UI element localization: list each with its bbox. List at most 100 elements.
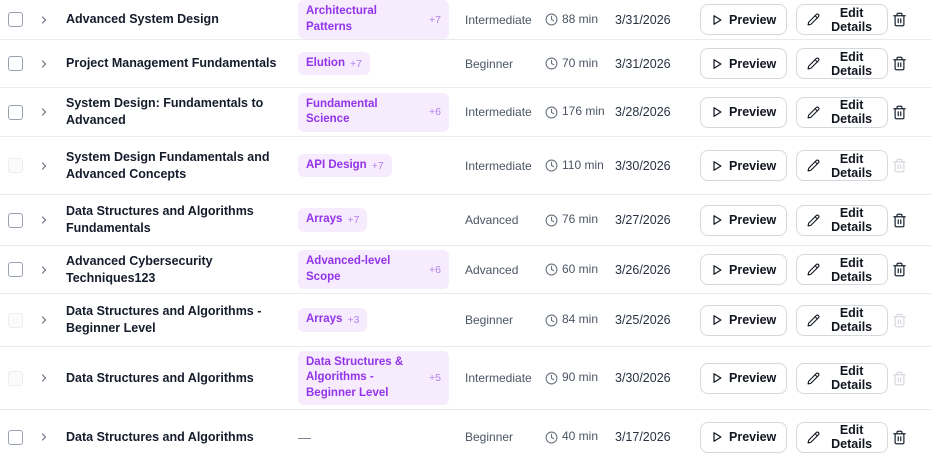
level-cell: Beginner [465, 430, 545, 444]
chevron-right-icon[interactable] [38, 160, 50, 172]
preview-button[interactable]: Preview [700, 421, 788, 453]
preview-button-label: Preview [729, 213, 777, 228]
checkbox-cell [8, 212, 38, 228]
chevron-right-icon[interactable] [38, 314, 50, 326]
preview-button[interactable]: Preview [700, 96, 788, 128]
delete-button[interactable] [888, 154, 911, 177]
preview-button[interactable]: Preview [700, 204, 788, 236]
tag-cell: Advanced-level Scope +6 — [298, 250, 465, 290]
duration-cell: 110 min [545, 158, 615, 174]
edit-details-button[interactable]: Edit Details [796, 362, 888, 394]
delete-button[interactable] [888, 309, 911, 332]
date-label: 3/31/2026 [615, 12, 671, 27]
edit-details-button[interactable]: Edit Details [796, 304, 888, 336]
course-title: Advanced Cybersecurity Techniques123 [66, 253, 213, 285]
clock-icon [545, 214, 558, 227]
delete-button[interactable] [888, 367, 911, 390]
checkbox-cell [8, 312, 38, 328]
row-checkbox[interactable] [8, 56, 23, 72]
row-checkbox[interactable] [8, 429, 23, 445]
preview-button[interactable]: Preview [700, 254, 788, 286]
tag-cell: Fundamental Science +6 — [298, 92, 465, 132]
tag-cell: Arrays +3 — [298, 308, 465, 332]
delete-cell [888, 426, 931, 449]
delete-button[interactable] [888, 258, 911, 281]
topic-badge: Fundamental Science +6 [298, 92, 449, 132]
duration-label: 176 min [562, 104, 605, 119]
edit-details-button-label: Edit Details [831, 255, 873, 284]
chevron-right-icon[interactable] [38, 14, 50, 26]
chevron-right-icon[interactable] [38, 106, 50, 118]
chevron-right-icon[interactable] [38, 372, 50, 384]
actions-cell: Preview Edit Details [700, 362, 888, 394]
trash-icon [893, 213, 906, 227]
date-cell: 3/30/2026 [615, 371, 700, 385]
level-label: Advanced [465, 213, 519, 228]
actions-cell: Preview Edit Details [700, 204, 888, 236]
row-checkbox[interactable] [8, 312, 23, 328]
row-checkbox[interactable] [8, 104, 23, 120]
row-checkbox[interactable] [8, 12, 23, 28]
tag-cell: API Design +7 — [298, 153, 465, 178]
date-label: 3/31/2026 [615, 56, 671, 71]
course-title: Data Structures and Algorithms Fundament… [66, 204, 254, 236]
preview-button[interactable]: Preview [700, 48, 788, 80]
level-cell: Intermediate [465, 13, 545, 27]
chevron-right-icon[interactable] [38, 264, 50, 276]
preview-button[interactable]: Preview [700, 150, 788, 182]
row-checkbox[interactable] [8, 370, 23, 386]
delete-button[interactable] [888, 52, 911, 75]
course-title: System Design Fundamentals and Advanced … [66, 149, 270, 181]
title-cell: Data Structures and Algorithms [66, 429, 298, 446]
row-checkbox[interactable] [8, 158, 23, 174]
delete-cell [888, 101, 931, 124]
preview-button-label: Preview [729, 105, 777, 120]
edit-details-button-label: Edit Details [831, 98, 873, 127]
delete-button[interactable] [888, 8, 911, 31]
level-label: Beginner [465, 56, 514, 71]
edit-details-button[interactable]: Edit Details [796, 150, 888, 182]
table-row: System Design Fundamentals and Advanced … [0, 137, 931, 196]
edit-details-button[interactable]: Edit Details [796, 4, 888, 36]
chevron-right-icon[interactable] [38, 431, 50, 443]
date-cell: 3/25/2026 [615, 313, 700, 327]
duration-cell: 90 min [545, 370, 615, 386]
duration-label: 70 min [562, 55, 599, 70]
row-checkbox[interactable] [8, 262, 23, 278]
topic-badge: Data Structures & Algorithms - Beginner … [298, 350, 449, 406]
date-cell: 3/17/2026 [615, 430, 700, 444]
pencil-icon [807, 431, 820, 444]
topic-badge-label: Arrays [306, 313, 343, 326]
pencil-icon [807, 13, 820, 26]
chevron-right-icon[interactable] [38, 58, 50, 70]
duration-cell: 176 min [545, 104, 615, 120]
edit-details-button[interactable]: Edit Details [796, 204, 888, 236]
checkbox-cell [8, 158, 38, 174]
delete-button[interactable] [888, 426, 911, 449]
delete-button[interactable] [888, 101, 911, 124]
preview-button[interactable]: Preview [700, 4, 788, 36]
duration-label: 110 min [562, 157, 604, 172]
clock-icon [545, 263, 558, 276]
clock-icon [545, 431, 558, 444]
edit-details-button[interactable]: Edit Details [796, 254, 888, 286]
edit-details-button[interactable]: Edit Details [796, 421, 888, 453]
date-label: 3/27/2026 [615, 213, 671, 228]
level-label: Intermediate [465, 12, 532, 27]
expand-cell [38, 264, 66, 276]
actions-cell: Preview Edit Details [700, 4, 888, 36]
date-label: 3/25/2026 [615, 313, 671, 328]
row-checkbox[interactable] [8, 212, 23, 228]
delete-button[interactable] [888, 209, 911, 232]
title-cell: Data Structures and Algorithms - Beginne… [66, 303, 298, 337]
edit-details-button[interactable]: Edit Details [796, 48, 888, 80]
edit-details-button[interactable]: Edit Details [796, 96, 888, 128]
preview-button[interactable]: Preview [700, 304, 788, 336]
chevron-right-icon[interactable] [38, 214, 50, 226]
expand-cell [38, 372, 66, 384]
topic-badge-more-count: +6 [429, 263, 441, 276]
preview-button[interactable]: Preview [700, 362, 788, 394]
topic-badge: Architectural Patterns +7 [298, 0, 449, 40]
preview-button-label: Preview [729, 158, 777, 173]
title-cell: System Design Fundamentals and Advanced … [66, 149, 298, 183]
